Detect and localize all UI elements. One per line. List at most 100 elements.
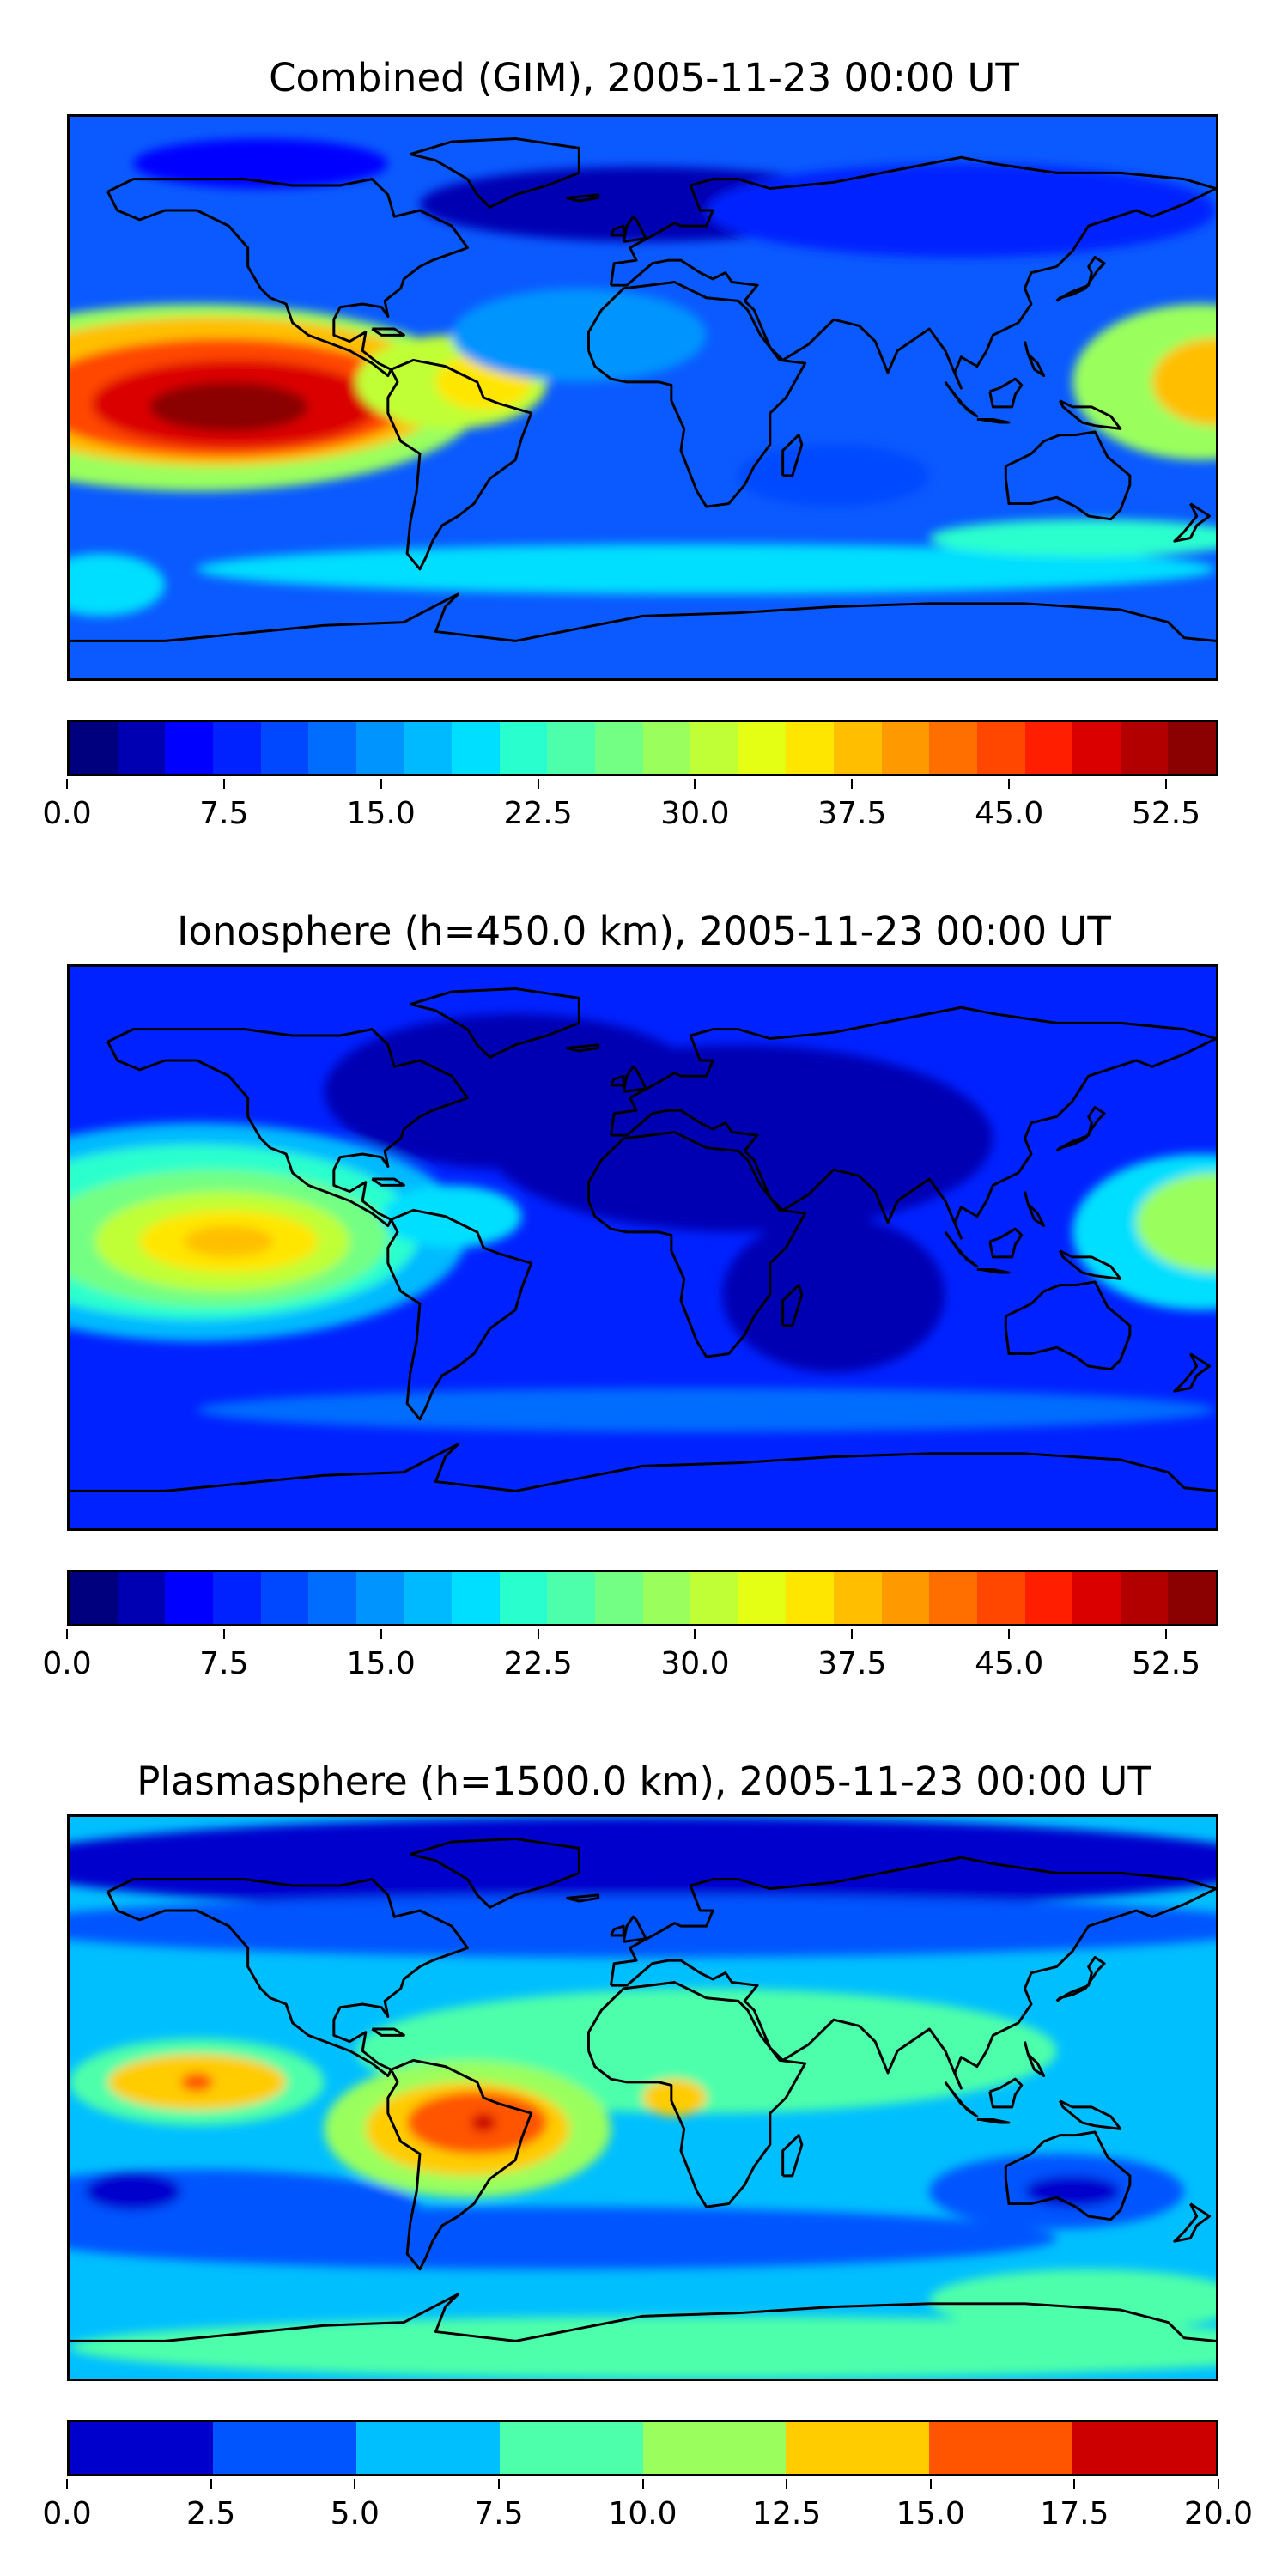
combined-contour-region bbox=[706, 163, 1216, 258]
coastline bbox=[371, 327, 405, 337]
coastline bbox=[976, 417, 1011, 424]
combined-contour-region bbox=[738, 444, 930, 507]
coastline bbox=[944, 380, 979, 418]
colorbar-tick-mark bbox=[1073, 2479, 1076, 2489]
colorbar-segment bbox=[690, 1572, 738, 1624]
colorbar-segment bbox=[308, 1572, 356, 1624]
colorbar-tick-label: 52.5 bbox=[1131, 796, 1201, 831]
colorbar-segment bbox=[1024, 722, 1073, 774]
colorbar-segment bbox=[1072, 1572, 1121, 1624]
colorbar-tick-mark bbox=[1008, 1629, 1011, 1639]
plasmasphere-contour-region bbox=[70, 1817, 1216, 1911]
plasmasphere-contour-region bbox=[70, 1894, 1216, 1958]
ionosphere-contour-region bbox=[722, 1216, 945, 1373]
colorbar-segment bbox=[355, 1572, 404, 1624]
colorbar-tick-label: 10.0 bbox=[608, 2496, 677, 2531]
colorbar-tick-label: 12.5 bbox=[752, 2496, 822, 2531]
coastline bbox=[944, 1230, 979, 1268]
colorbar-segment bbox=[547, 722, 595, 774]
colorbar-tick-label: 45.0 bbox=[975, 1646, 1044, 1681]
plasmasphere-colorbar-ticks: 0.0 2.5 5.0 7.5 10.0 12.5 15.0 17.5 20.0 bbox=[42, 2479, 1253, 2531]
colorbar-tick-mark bbox=[354, 2479, 356, 2489]
coastline bbox=[410, 1837, 580, 1909]
ionosphere-contour-region bbox=[381, 1185, 522, 1248]
coastline bbox=[622, 215, 647, 243]
colorbar-segment bbox=[547, 1572, 595, 1624]
colorbar-segment bbox=[499, 2422, 643, 2474]
colorbar-segment bbox=[70, 2422, 213, 2474]
colorbar-segment bbox=[690, 722, 738, 774]
colorbar-segment bbox=[642, 2422, 787, 2474]
colorbar-tick-mark bbox=[694, 779, 696, 789]
colorbar-tick-mark bbox=[222, 1629, 225, 1639]
coastline bbox=[70, 1443, 1216, 1492]
colorbar-segment bbox=[117, 1572, 166, 1624]
coastline bbox=[1173, 1352, 1212, 1393]
plasmasphere-contour-region bbox=[70, 2207, 1057, 2269]
colorbar-tick-label: 52.5 bbox=[1131, 1646, 1201, 1681]
coastline bbox=[1173, 502, 1212, 543]
coastline bbox=[1024, 341, 1046, 378]
combined-contour-region bbox=[70, 553, 166, 617]
plasmasphere-map bbox=[67, 1814, 1218, 2381]
colorbar-tick-mark bbox=[497, 2479, 500, 2489]
combined-contour-region bbox=[452, 288, 707, 382]
colorbar-segment bbox=[165, 722, 213, 774]
colorbar-segment bbox=[929, 2422, 1073, 2474]
combined-contour-region bbox=[1151, 337, 1216, 426]
colorbar-tick-mark bbox=[66, 1629, 68, 1639]
colorbar-tick-label: 17.5 bbox=[1040, 2496, 1109, 2531]
colorbar-tick-label: 15.0 bbox=[896, 2496, 965, 2531]
coastline bbox=[1004, 430, 1132, 521]
colorbar-segment bbox=[117, 722, 166, 774]
colorbar-segment bbox=[786, 722, 834, 774]
coastline bbox=[610, 1074, 625, 1087]
colorbar-segment bbox=[70, 722, 118, 774]
colorbar-tick-label: 22.5 bbox=[503, 796, 573, 831]
colorbar-tick-label: 20.0 bbox=[1183, 2496, 1254, 2531]
coastline bbox=[106, 1028, 470, 1228]
colorbar-segment bbox=[642, 1572, 691, 1624]
colorbar-segment bbox=[738, 722, 787, 774]
ionosphere-contour-region bbox=[184, 1225, 274, 1257]
colorbar-segment bbox=[355, 2422, 500, 2474]
colorbar-tick-mark bbox=[694, 1629, 696, 1639]
colorbar-segment bbox=[642, 722, 691, 774]
colorbar-segment bbox=[404, 1572, 452, 1624]
coastline bbox=[106, 178, 470, 378]
colorbar-tick-label: 30.0 bbox=[660, 796, 730, 831]
colorbar-tick-mark bbox=[380, 779, 382, 789]
coastline bbox=[976, 2117, 1011, 2124]
plasmasphere-contour-region bbox=[642, 2079, 707, 2117]
coastline bbox=[988, 2077, 1024, 2109]
coastline bbox=[610, 1924, 625, 1937]
coastline bbox=[70, 592, 1216, 642]
combined-colorbar bbox=[67, 720, 1218, 776]
colorbar-tick-label: 0.0 bbox=[42, 1646, 92, 1681]
colorbar-segment bbox=[212, 722, 261, 774]
colorbar-segment bbox=[1120, 722, 1169, 774]
coastline bbox=[106, 1878, 470, 2078]
coastline bbox=[70, 2293, 1216, 2342]
ionosphere-colorbar bbox=[67, 1570, 1218, 1626]
colorbar-tick-label: 30.0 bbox=[660, 1646, 730, 1681]
colorbar-tick-label: 7.5 bbox=[199, 796, 249, 831]
colorbar-segment bbox=[594, 722, 643, 774]
coastline bbox=[609, 1005, 1216, 1240]
coastline bbox=[1024, 1191, 1046, 1228]
coastline bbox=[410, 987, 580, 1059]
combined-contour-region bbox=[929, 519, 1216, 557]
coastline bbox=[586, 1131, 807, 1358]
colorbar-segment bbox=[738, 1572, 787, 1624]
colorbar-tick-label: 0.0 bbox=[42, 796, 92, 831]
colorbar-segment bbox=[1168, 722, 1216, 774]
colorbar-tick-label: 5.0 bbox=[330, 2496, 380, 2531]
colorbar-segment bbox=[355, 722, 404, 774]
colorbar-tick-mark bbox=[786, 2479, 788, 2489]
colorbar-tick-label: 37.5 bbox=[817, 796, 887, 831]
colorbar-segment bbox=[976, 722, 1025, 774]
colorbar-tick-mark bbox=[537, 1629, 539, 1639]
coastline bbox=[988, 1227, 1024, 1259]
colorbar-tick-label: 22.5 bbox=[503, 1646, 573, 1681]
colorbar-segment bbox=[834, 1572, 882, 1624]
